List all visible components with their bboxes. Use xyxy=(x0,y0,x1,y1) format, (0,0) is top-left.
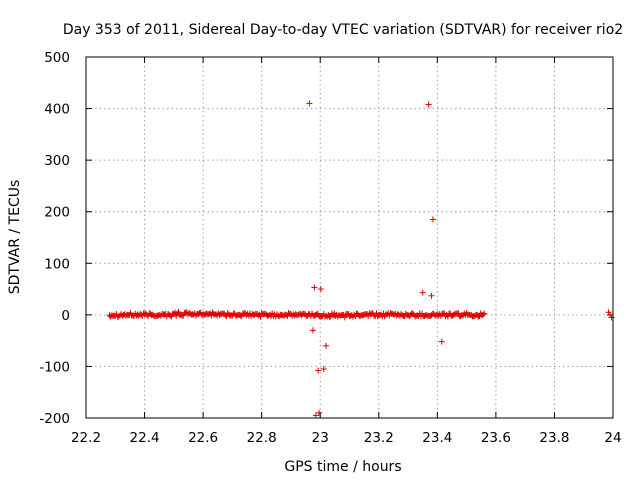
outlier-point xyxy=(419,289,426,296)
outlier-point xyxy=(306,100,313,107)
data-points xyxy=(106,100,615,419)
outlier-point xyxy=(311,284,318,291)
outlier-point xyxy=(309,327,316,334)
x-tick-label: 22.8 xyxy=(247,430,277,446)
y-tick-label: -100 xyxy=(39,359,70,375)
grid-lines xyxy=(86,57,613,418)
y-tick-label: 400 xyxy=(44,102,70,118)
outlier-point xyxy=(323,342,330,349)
x-tick-label: 23.2 xyxy=(364,430,394,446)
axis-ticks xyxy=(85,56,614,419)
band-point xyxy=(455,310,462,317)
outlier-point xyxy=(605,309,612,316)
x-tick-label: 23 xyxy=(312,430,329,446)
outlier-point xyxy=(425,101,432,108)
outlier-point xyxy=(331,310,338,317)
tick-labels: 22.2 22.4 22.6 22.8 23 23.2 23.4 23.6 23.8 24 -200… xyxy=(39,50,621,446)
outlier-point xyxy=(429,216,436,223)
band-point xyxy=(326,313,333,320)
x-tick-label: 22.6 xyxy=(188,430,218,446)
band-point xyxy=(238,313,245,320)
band-point xyxy=(480,311,487,318)
y-axis-label: SDTVAR / TECUs xyxy=(7,180,23,295)
outlier-point xyxy=(316,409,323,416)
y-tick-label: 0 xyxy=(61,308,70,324)
plot-frame xyxy=(85,56,614,419)
band-point xyxy=(314,310,321,317)
x-tick-label: 23.8 xyxy=(539,430,569,446)
band-point xyxy=(173,313,180,320)
band-point xyxy=(341,314,348,321)
y-tick-label: 500 xyxy=(44,50,70,66)
x-tick-label: 23.4 xyxy=(422,430,452,446)
outlier-point xyxy=(317,286,324,293)
x-tick-label: 24 xyxy=(604,430,621,446)
outlier-point xyxy=(320,366,327,373)
y-tick-label: 300 xyxy=(44,153,70,169)
x-tick-label: 22.2 xyxy=(71,430,101,446)
outlier-point xyxy=(608,314,615,321)
x-tick-label: 23.6 xyxy=(481,430,511,446)
outlier-point xyxy=(607,311,614,318)
band-point xyxy=(481,310,488,317)
outlier-point xyxy=(428,292,435,299)
y-tick-label: 100 xyxy=(44,256,70,272)
x-tick-label: 22.4 xyxy=(130,430,160,446)
x-axis-label: GPS time / hours xyxy=(284,459,401,475)
outlier-point xyxy=(438,338,445,345)
outlier-point xyxy=(315,367,322,374)
y-tick-label: -200 xyxy=(39,411,70,427)
chart-title: Day 353 of 2011, Sidereal Day-to-day VTE… xyxy=(63,22,623,38)
outlier-point xyxy=(312,412,319,419)
y-tick-label: 200 xyxy=(44,205,70,221)
band-point xyxy=(475,313,482,320)
